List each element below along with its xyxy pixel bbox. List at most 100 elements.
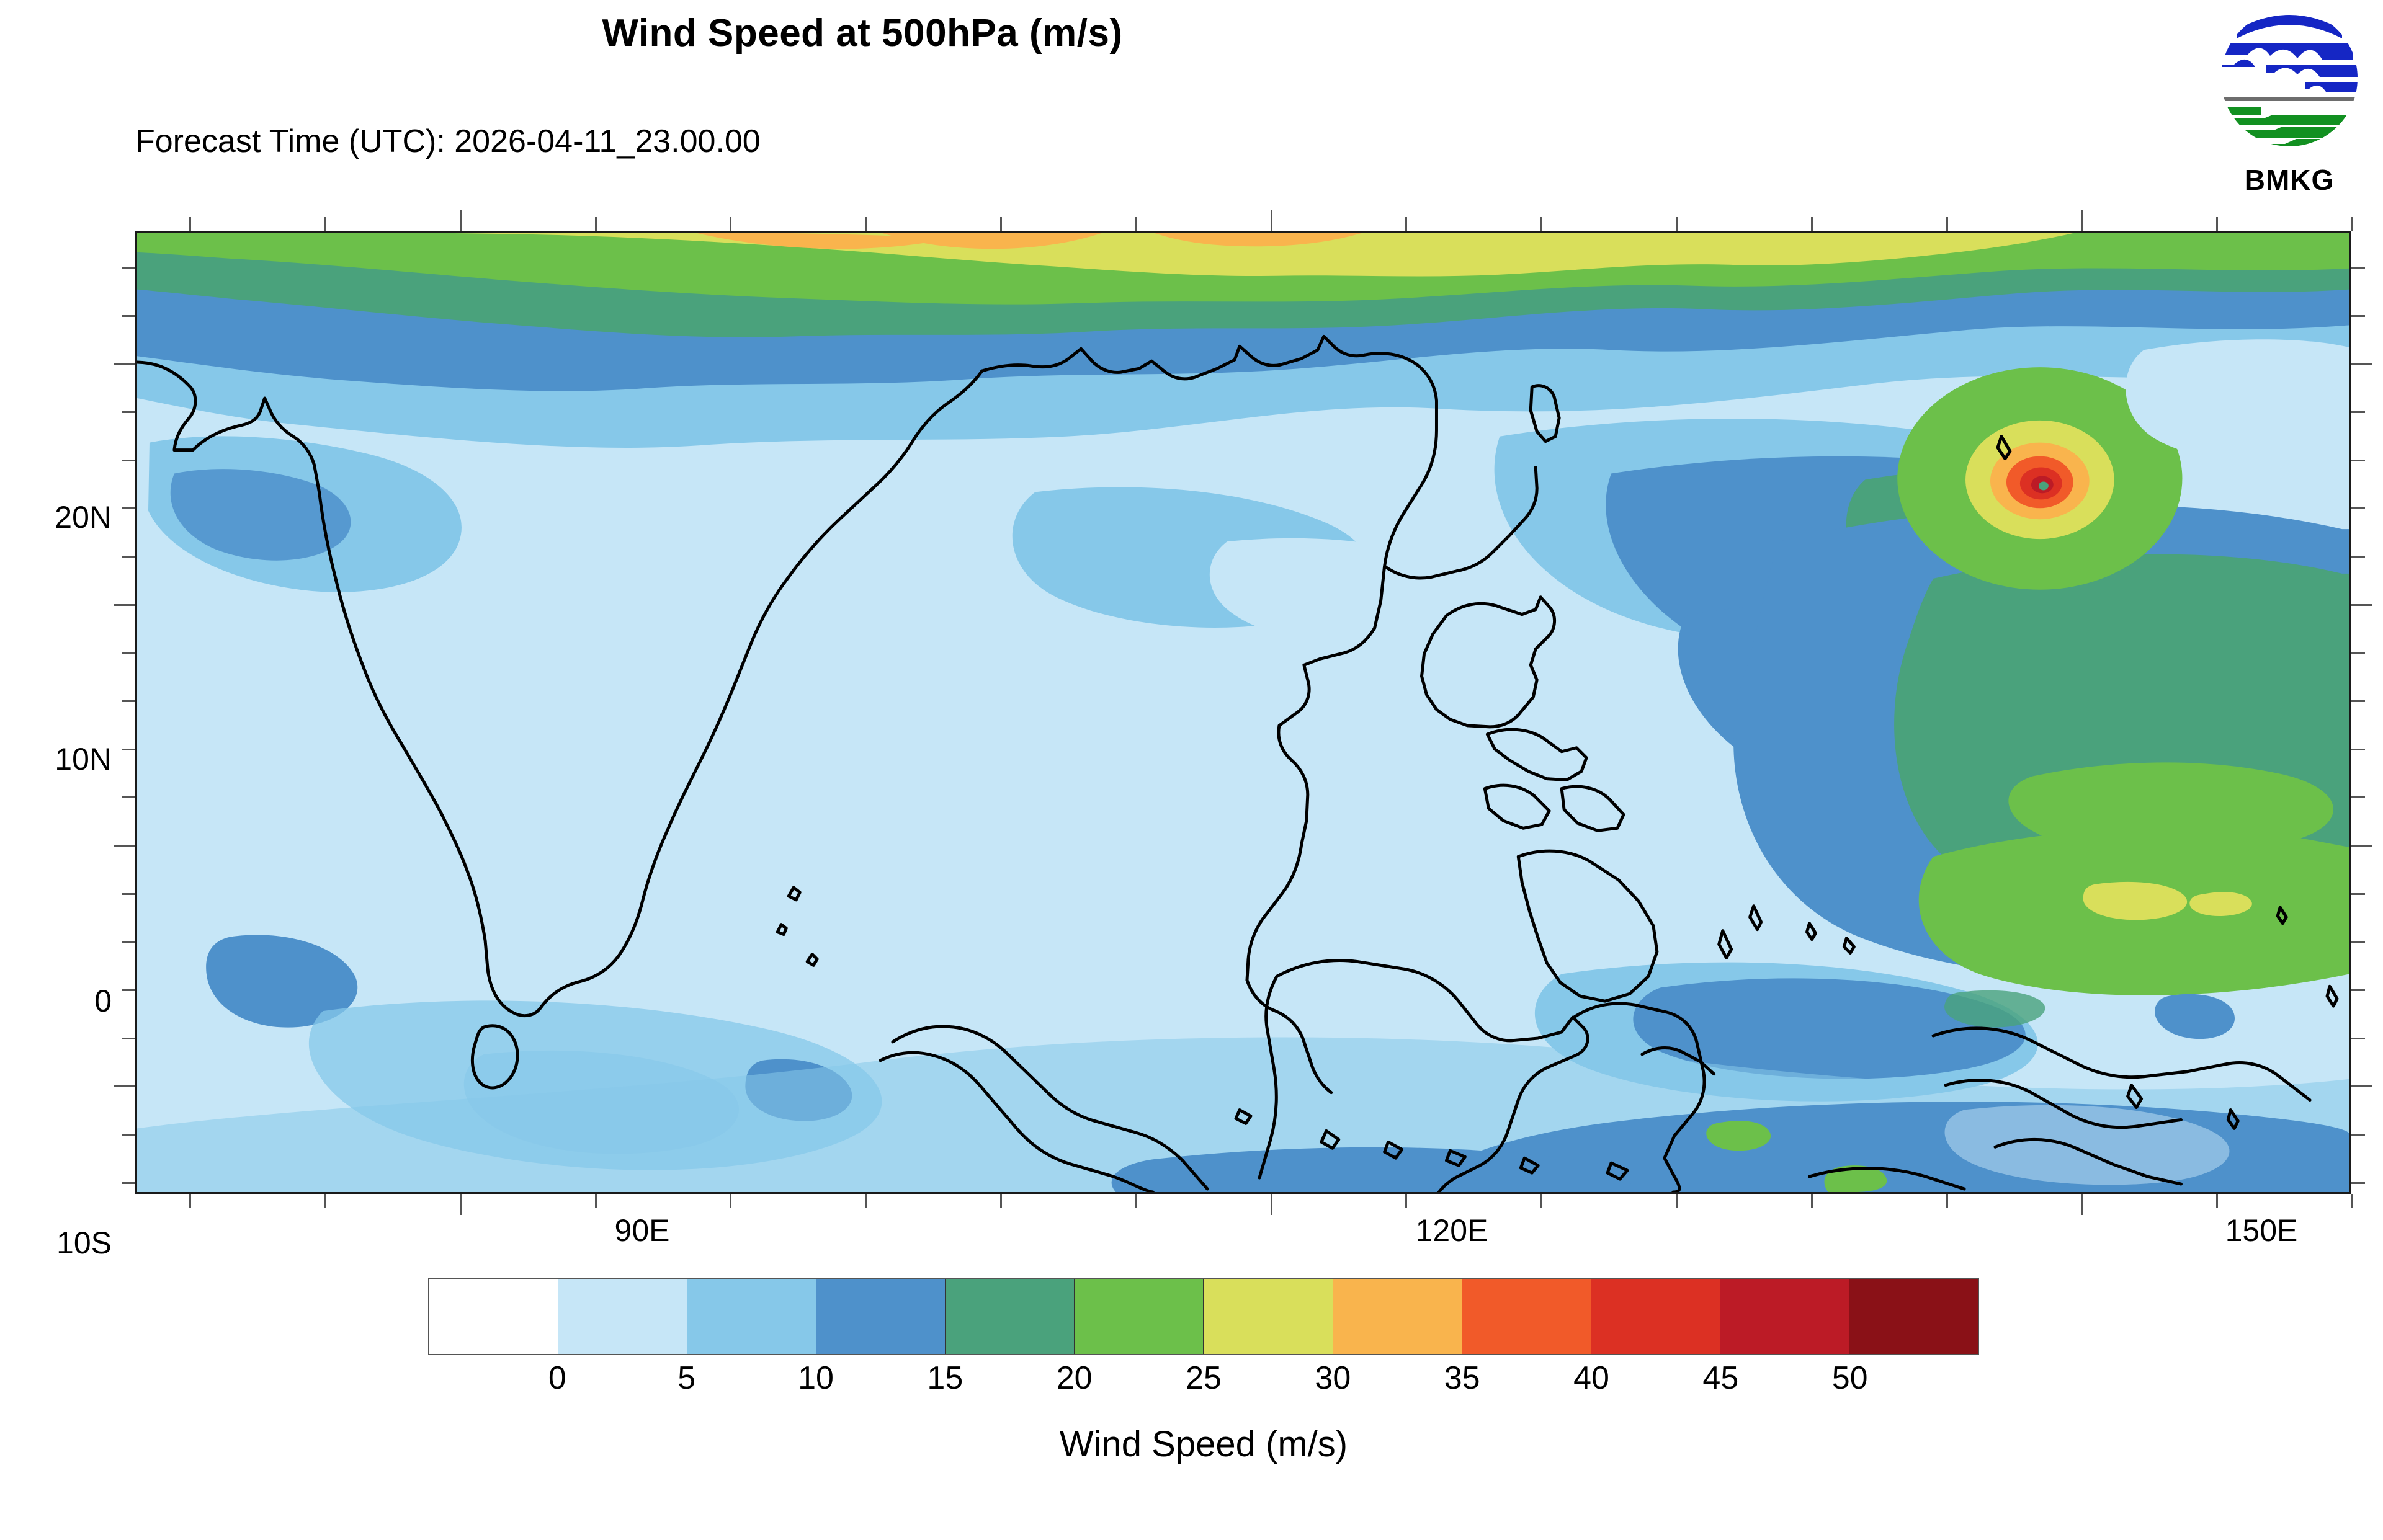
colorbar-swatch bbox=[946, 1279, 1075, 1354]
y-tick bbox=[122, 1182, 135, 1184]
colorbar-swatch bbox=[816, 1279, 946, 1354]
colorbar-tick: 25 bbox=[1186, 1360, 1222, 1396]
y-tick-label-10s: 10S bbox=[56, 1226, 112, 1260]
x-tick bbox=[459, 210, 462, 231]
colorbar-swatch bbox=[429, 1279, 559, 1354]
x-tick bbox=[459, 1194, 462, 1215]
y-tick-label-20n: 20N bbox=[55, 500, 112, 535]
y-tick-label-10n: 10N bbox=[55, 742, 112, 777]
x-tick bbox=[594, 217, 597, 231]
y-tick bbox=[2351, 314, 2365, 317]
x-tick bbox=[1405, 1194, 1408, 1208]
y-tick bbox=[2351, 411, 2365, 414]
y-tick bbox=[122, 507, 135, 510]
y-tick bbox=[2351, 1037, 2365, 1039]
y-tick bbox=[122, 459, 135, 461]
colorbar-tick: 0 bbox=[548, 1360, 566, 1396]
x-tick bbox=[1810, 1194, 1813, 1208]
x-tick bbox=[2351, 1194, 2353, 1208]
y-tick bbox=[2351, 941, 2365, 943]
colorbar-swatch bbox=[1204, 1279, 1333, 1354]
y-tick bbox=[2351, 1133, 2365, 1136]
x-tick bbox=[1135, 1194, 1137, 1208]
x-tick bbox=[1270, 210, 1272, 231]
x-tick bbox=[1810, 217, 1813, 231]
y-tick bbox=[2351, 603, 2372, 606]
y-tick bbox=[122, 556, 135, 558]
y-tick bbox=[122, 892, 135, 895]
x-tick bbox=[1946, 217, 1948, 231]
colorbar-tick: 35 bbox=[1444, 1360, 1480, 1396]
y-tick bbox=[122, 1133, 135, 1136]
y-tick bbox=[122, 314, 135, 317]
y-tick bbox=[2351, 892, 2365, 895]
y-tick bbox=[2351, 267, 2365, 269]
y-tick bbox=[2351, 845, 2372, 847]
x-tick bbox=[999, 217, 1002, 231]
colorbar-swatch bbox=[1333, 1279, 1462, 1354]
y-tick bbox=[2351, 989, 2365, 991]
colorbar-tick: 45 bbox=[1702, 1360, 1739, 1396]
y-tick bbox=[2351, 1182, 2365, 1184]
y-tick bbox=[2351, 507, 2365, 510]
x-tick bbox=[1946, 1194, 1948, 1208]
y-tick bbox=[2351, 363, 2372, 365]
colorbar-swatch bbox=[1462, 1279, 1591, 1354]
bmkg-logo: BMKG bbox=[2212, 5, 2367, 210]
colorbar-swatch bbox=[687, 1279, 817, 1354]
x-tick bbox=[1540, 217, 1543, 231]
x-tick bbox=[2081, 1194, 2083, 1215]
y-tick bbox=[2351, 748, 2365, 750]
x-tick bbox=[1135, 217, 1137, 231]
y-tick bbox=[114, 1085, 135, 1088]
y-tick bbox=[122, 989, 135, 991]
x-tick bbox=[594, 1194, 597, 1208]
y-tick bbox=[122, 941, 135, 943]
y-tick bbox=[114, 845, 135, 847]
y-tick-label-0: 0 bbox=[94, 984, 112, 1018]
x-tick bbox=[2216, 1194, 2219, 1208]
x-tick-label-90e: 90E bbox=[614, 1213, 670, 1248]
y-tick bbox=[114, 603, 135, 606]
land-stripes-icon bbox=[2221, 107, 2358, 146]
x-tick bbox=[865, 217, 867, 231]
x-tick bbox=[1405, 217, 1408, 231]
colorbar-swatch bbox=[1075, 1279, 1204, 1354]
x-tick bbox=[999, 1194, 1002, 1208]
x-tick bbox=[2351, 217, 2353, 231]
y-tick bbox=[122, 411, 135, 414]
bmkg-logo-mark bbox=[2221, 15, 2358, 146]
colorbar-tick: 10 bbox=[798, 1360, 834, 1396]
colorbar-swatch bbox=[1849, 1279, 1978, 1354]
x-tick bbox=[324, 217, 326, 231]
x-tick bbox=[189, 217, 192, 231]
cloud-stripes-icon bbox=[2221, 15, 2358, 92]
wind-speed-contour-field bbox=[137, 233, 2349, 1192]
colorbar-swatch bbox=[1720, 1279, 1849, 1354]
tropical-cyclone-core bbox=[1897, 367, 2183, 590]
y-tick bbox=[2351, 796, 2365, 799]
y-tick bbox=[2351, 652, 2365, 654]
colorbar-tick-labels: 0 5 10 15 20 25 30 35 40 45 50 bbox=[428, 1360, 1979, 1403]
colorbar-tick: 30 bbox=[1315, 1360, 1351, 1396]
colorbar-title: Wind Speed (m/s) bbox=[1059, 1424, 1348, 1464]
y-tick bbox=[122, 652, 135, 654]
x-tick bbox=[1270, 1194, 1272, 1215]
y-tick bbox=[2351, 459, 2365, 461]
logo-divider bbox=[2221, 97, 2358, 101]
y-tick bbox=[122, 700, 135, 703]
x-tick bbox=[1675, 1194, 1678, 1208]
x-tick bbox=[189, 1194, 192, 1208]
colorbar-tick: 20 bbox=[1056, 1360, 1093, 1396]
y-tick bbox=[122, 748, 135, 750]
colorbar-swatch bbox=[558, 1279, 688, 1354]
x-tick bbox=[865, 1194, 867, 1208]
map-plot-area bbox=[135, 231, 2351, 1194]
colorbar-swatch bbox=[1591, 1279, 1720, 1354]
y-tick bbox=[122, 1037, 135, 1039]
colorbar-tick: 40 bbox=[1573, 1360, 1609, 1396]
x-tick bbox=[1675, 217, 1678, 231]
x-tick bbox=[730, 217, 732, 231]
y-tick bbox=[114, 363, 135, 365]
